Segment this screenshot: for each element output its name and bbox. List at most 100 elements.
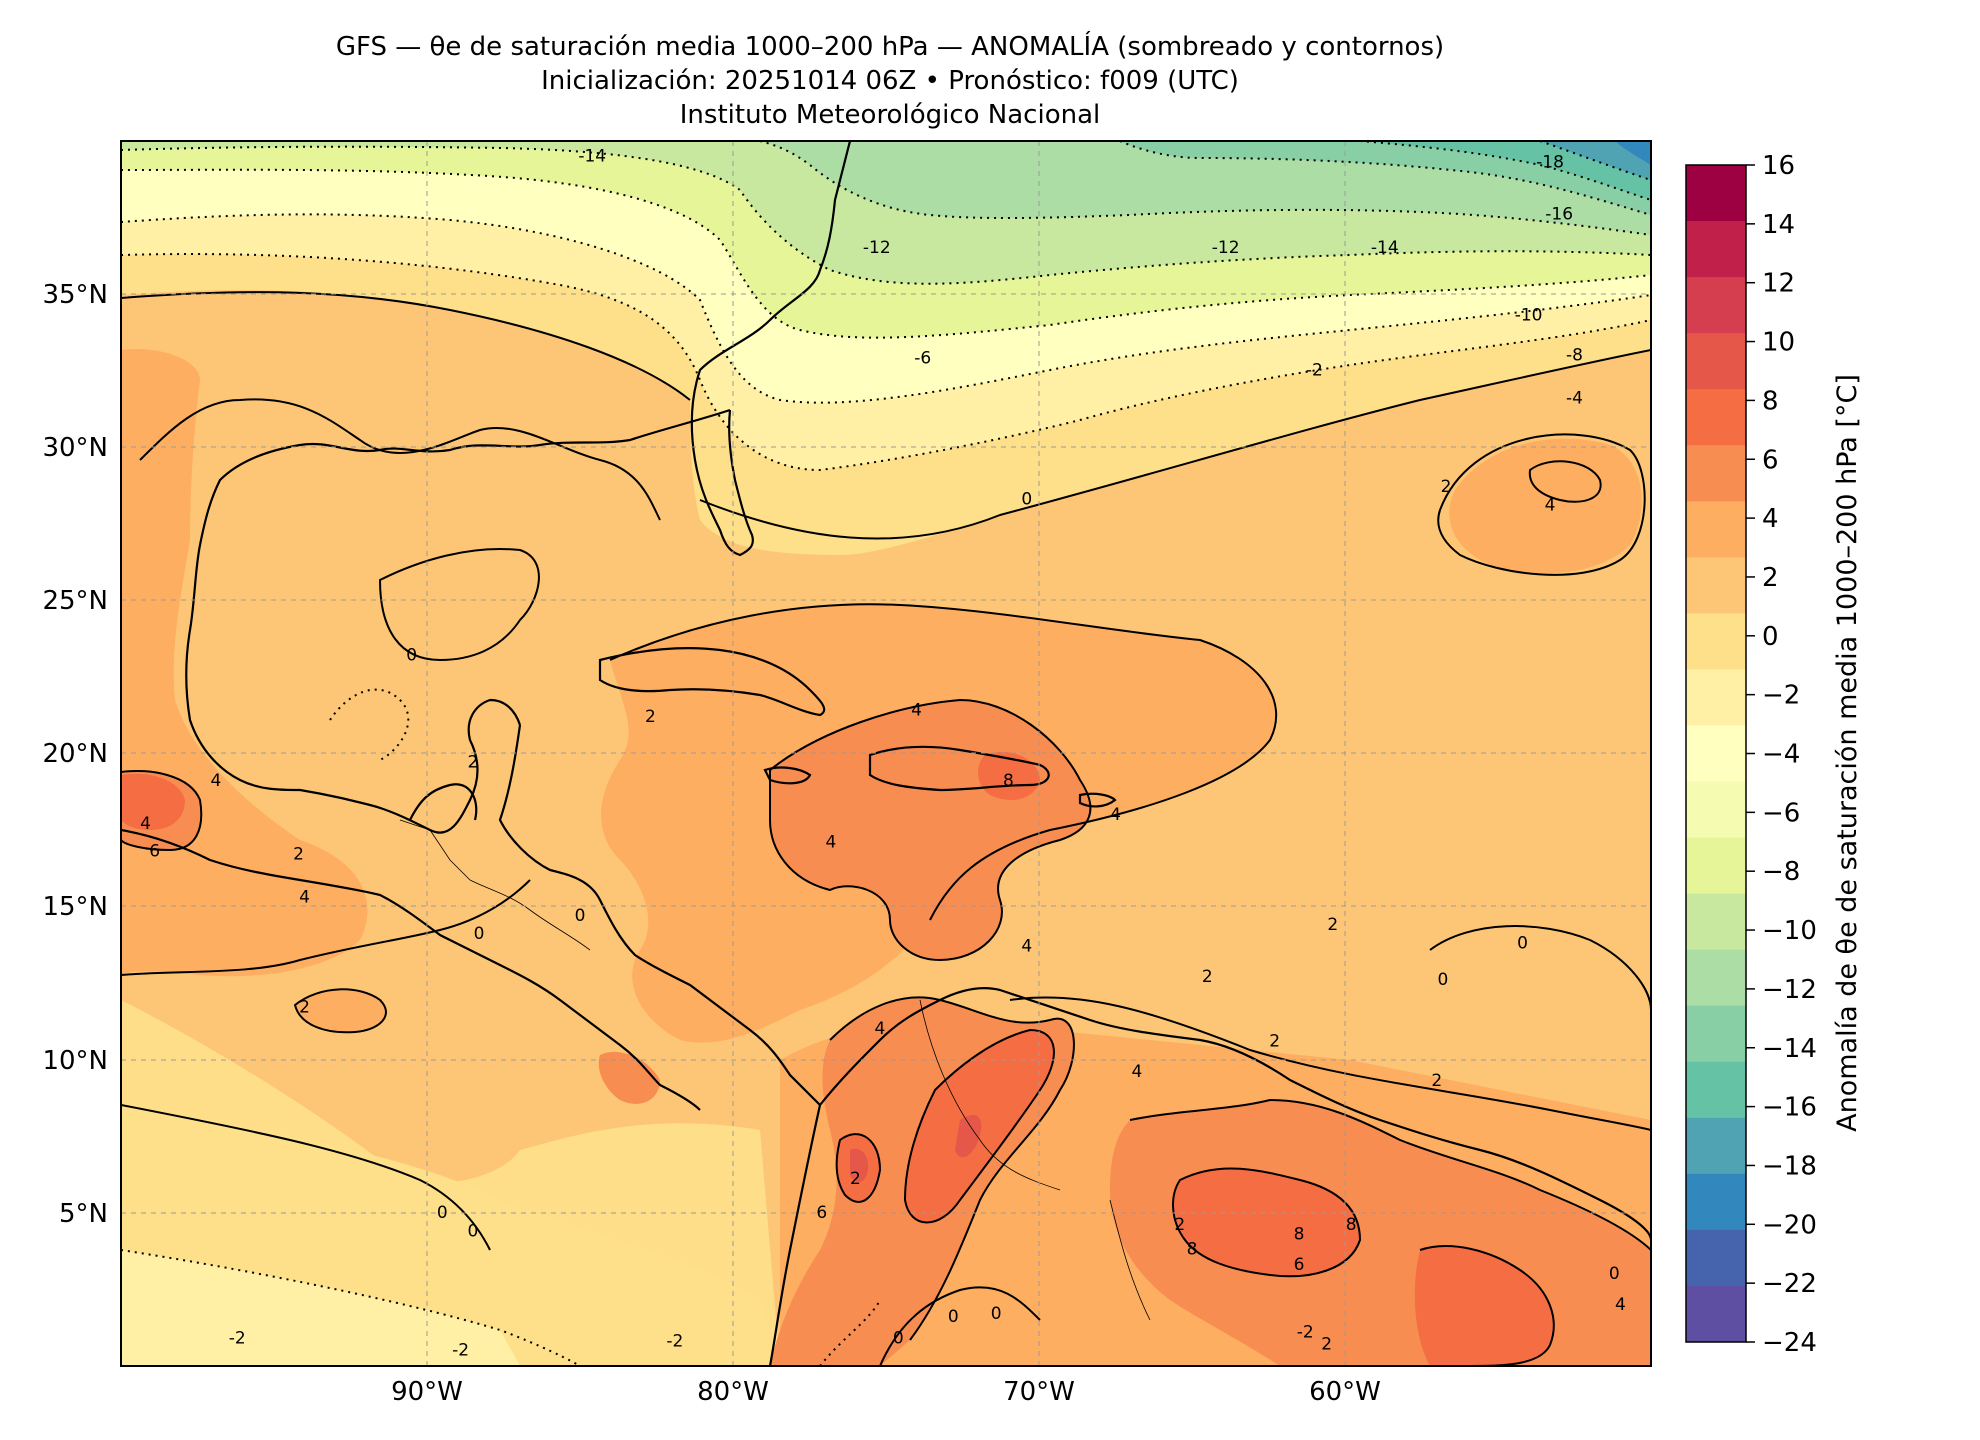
colorbar-band <box>1686 1285 1746 1343</box>
anomaly-band-neg20-neg18 <box>1615 141 1651 165</box>
colorbar-band <box>1686 501 1746 558</box>
contour-4-antilles <box>769 698 1092 962</box>
coast-us-east <box>690 141 852 557</box>
contour-4-brazil <box>1419 1245 1555 1366</box>
coast-hispaniola <box>868 745 1050 792</box>
lat-tick-20n: 20°N <box>42 739 108 769</box>
colorbar-tick-label: −14 <box>1762 1034 1817 1064</box>
contour-label: 4 <box>826 832 837 852</box>
colorbar-tick-label: 14 <box>1762 210 1795 240</box>
colorbar-band <box>1686 613 1746 670</box>
contour-label: 2 <box>1441 477 1452 497</box>
contour-0-south <box>879 1286 1041 1366</box>
contour-label: 4 <box>1021 936 1032 956</box>
contour-label: 6 <box>1294 1255 1305 1275</box>
contour-label: -16 <box>1545 205 1573 225</box>
anomaly-band-8-10-andes-2 <box>955 1115 982 1158</box>
colorbar-tick-label: −20 <box>1762 1210 1817 1240</box>
negative-contours <box>121 141 1651 1366</box>
contour-label: 2 <box>645 707 656 727</box>
lat-tick-labels: 35°N 30°N 25°N 20°N 15°N 10°N 5°N <box>42 280 108 1229</box>
colorbar-band <box>1686 1005 1746 1063</box>
contour-label: 6 <box>149 842 160 862</box>
anomaly-band-6-8-mexico <box>121 773 185 830</box>
anomaly-band-6-8-brazil <box>1414 1246 1554 1366</box>
lon-tick-80w: 80°W <box>697 1377 769 1407</box>
contour-label: 8 <box>1294 1224 1305 1244</box>
contour-label: -12 <box>1212 238 1240 258</box>
colorbar-band <box>1686 949 1746 1007</box>
colorbar-band <box>1686 221 1746 278</box>
contour-label: 0 <box>406 646 417 666</box>
contour-label: 2 <box>850 1169 861 1189</box>
colorbar-tick-label: 8 <box>1762 386 1779 416</box>
contour-neg14 <box>1359 141 1651 201</box>
contour-label: 4 <box>140 814 151 834</box>
contour-2-ne-outer <box>1437 433 1646 576</box>
contour-label: 0 <box>893 1328 904 1348</box>
contour-label: -14 <box>578 146 606 166</box>
gridlines <box>121 141 1651 1366</box>
lat-tick-5n: 5°N <box>59 1199 108 1229</box>
colorbar-tick-label: −2 <box>1762 681 1800 711</box>
contour-neg2 <box>121 253 1651 472</box>
colorbar-band <box>1686 1229 1746 1287</box>
contour-2-south-america <box>1009 996 1651 1131</box>
coast-jamaica <box>763 766 812 785</box>
contour-0-gulf-inner <box>378 548 540 662</box>
colorbar-tick-label: −16 <box>1762 1093 1817 1123</box>
contour-label: -18 <box>1536 152 1564 172</box>
anomaly-band-2-4-pacific-blob <box>295 989 386 1033</box>
contour-4-guiana <box>1129 1098 1651 1251</box>
anomaly-band-4-6-central-america <box>598 1051 660 1104</box>
colorbar-band <box>1686 1061 1746 1119</box>
contour-label: 0 <box>1438 970 1449 990</box>
map-frame <box>120 140 1652 1367</box>
contour-2-west-north <box>121 291 691 401</box>
contour-label: 0 <box>1609 1264 1620 1284</box>
contour-label: 4 <box>1110 805 1121 825</box>
contour-label: -10 <box>1515 306 1543 326</box>
contour-0-north <box>699 349 1651 540</box>
lat-tick-10n: 10°N <box>42 1046 108 1076</box>
contour-label: -6 <box>914 348 931 368</box>
border-mexico-guatemala <box>399 819 471 881</box>
lat-tick-30n: 30°N <box>42 433 108 463</box>
colorbar-band <box>1686 893 1746 951</box>
colorbar-band <box>1686 1117 1746 1175</box>
title-line-1: GFS — θe de saturación media 1000–200 hP… <box>335 32 1445 62</box>
lat-tick-15n: 15°N <box>42 892 108 922</box>
contour-neg10 <box>759 141 1651 236</box>
contour-label: 2 <box>1327 915 1338 935</box>
contour-label: 8 <box>1187 1240 1198 1260</box>
contour-label: 2 <box>1321 1335 1332 1355</box>
coast-central-america <box>498 724 821 1106</box>
title-line-2: Inicialización: 20251014 06Z • Pronóstic… <box>541 66 1239 96</box>
colorbar-band <box>1686 669 1746 726</box>
contour-label: -2 <box>1297 1322 1314 1342</box>
colorbar-tick-label: −22 <box>1762 1269 1817 1299</box>
coast-yucatan <box>409 783 478 821</box>
contour-label: 4 <box>1615 1295 1626 1315</box>
contour-label: -2 <box>452 1341 469 1361</box>
colorbar-bands <box>1686 165 1746 1343</box>
anomaly-band-neg16-neg14 <box>1360 141 1651 200</box>
contour-label: -14 <box>1371 238 1399 258</box>
contour-label: -12 <box>863 238 891 258</box>
coast-puerto-rico <box>1078 792 1117 808</box>
colorbar-band <box>1686 557 1746 614</box>
colorbar-band <box>1686 725 1746 783</box>
contour-label: 8 <box>1346 1215 1357 1235</box>
contour-2-gulf <box>139 398 661 521</box>
anomaly-band-pacific-coast <box>121 1000 780 1366</box>
colorbar-tick-label: −4 <box>1762 740 1800 770</box>
contour-label: 0 <box>948 1307 959 1327</box>
colorbar-band <box>1686 1173 1746 1231</box>
map-field <box>121 141 1651 1366</box>
contour-neg2-gulf <box>329 688 410 761</box>
contour-label: 4 <box>874 1019 885 1039</box>
colorbar-band <box>1686 165 1746 222</box>
contour-label: 2 <box>299 998 310 1018</box>
title-line-3: Instituto Meteorológico Nacional <box>679 100 1101 130</box>
contour-6-guiana <box>1172 1167 1362 1278</box>
